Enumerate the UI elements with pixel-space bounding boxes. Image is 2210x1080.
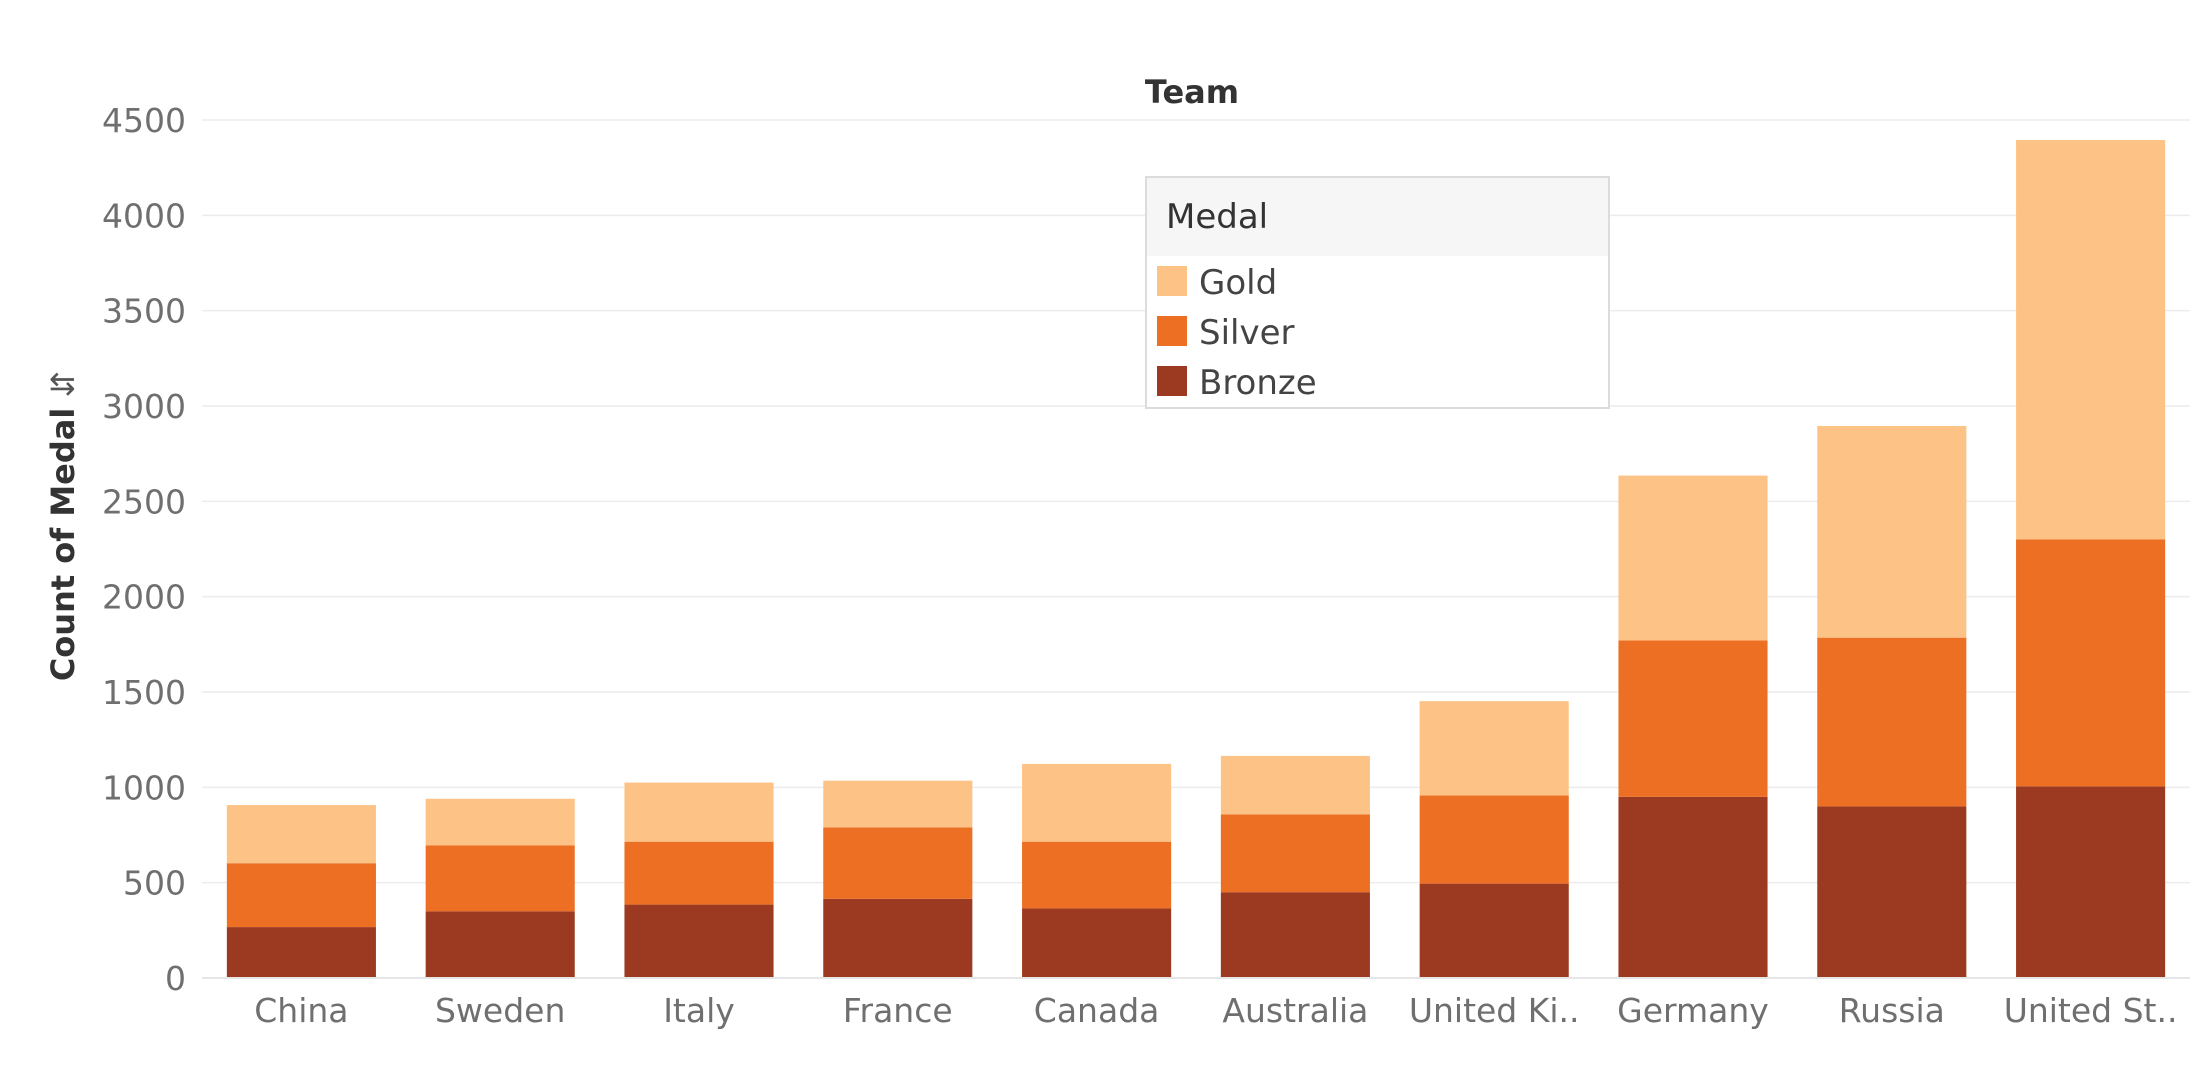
x-tick-label: United Ki..: [1409, 991, 1580, 1030]
bar-bronze-china[interactable]: [226, 927, 376, 978]
y-tick-label: 0: [165, 959, 186, 998]
legend-items: Gold Silver Bronze: [1157, 263, 1317, 403]
bar-silver-italy[interactable]: [624, 841, 774, 905]
legend-item-gold[interactable]: Gold: [1157, 263, 1277, 303]
y-tick-label: 4000: [102, 196, 186, 235]
y-tick-label: 3000: [102, 387, 186, 426]
x-axis-title: Team: [1145, 73, 1239, 111]
legend-label: Gold: [1199, 263, 1277, 303]
legend: Medal Gold Silver Bronze: [1145, 176, 1610, 409]
bar-silver-sweden[interactable]: [425, 845, 575, 912]
y-tick-label: 1000: [102, 768, 186, 807]
x-tick-label: Russia: [1839, 991, 1945, 1030]
legend-label: Bronze: [1199, 363, 1317, 403]
bar-gold-australia[interactable]: [1220, 755, 1370, 815]
bar-gold-united-st[interactable]: [2016, 140, 2166, 540]
bar-bronze-canada[interactable]: [1022, 908, 1172, 978]
bar-silver-china[interactable]: [226, 863, 376, 928]
bar-bronze-sweden[interactable]: [425, 911, 575, 978]
legend-swatch: [1157, 266, 1187, 296]
sort-icon[interactable]: ⇵: [44, 371, 82, 398]
y-tick-label: 1500: [102, 673, 186, 712]
y-tick-label: 4500: [102, 101, 186, 140]
bar-bronze-united-st[interactable]: [2016, 786, 2166, 978]
legend-header: [1147, 178, 1608, 256]
x-tick-label: Italy: [663, 991, 735, 1030]
x-tick-label: Australia: [1222, 991, 1368, 1030]
bar-silver-russia[interactable]: [1817, 637, 1967, 807]
bar-gold-france[interactable]: [823, 780, 973, 828]
y-tick-label: 2500: [102, 482, 186, 521]
bar-silver-united-ki[interactable]: [1419, 795, 1569, 884]
x-tick-label: Canada: [1034, 991, 1160, 1030]
bar-gold-united-ki[interactable]: [1419, 701, 1569, 796]
y-axis-title: Count of Medal ⇵: [44, 371, 82, 681]
y-tick-label: 2000: [102, 578, 186, 617]
y-tick-label: 500: [123, 864, 186, 903]
bar-gold-russia[interactable]: [1817, 426, 1967, 638]
bars: [226, 140, 2166, 978]
x-axis-ticks: China Sweden Italy France Canada Australia Uni…: [254, 991, 2177, 1030]
x-tick-label: Sweden: [435, 991, 565, 1030]
bar-gold-canada[interactable]: [1022, 763, 1172, 842]
bar-silver-germany[interactable]: [1618, 640, 1768, 797]
bar-bronze-italy[interactable]: [624, 904, 774, 978]
legend-item-silver[interactable]: Silver: [1157, 313, 1295, 353]
bar-bronze-germany[interactable]: [1618, 796, 1768, 978]
legend-swatch: [1157, 366, 1187, 396]
bar-silver-canada[interactable]: [1022, 841, 1172, 909]
bar-bronze-france[interactable]: [823, 898, 973, 978]
bar-gold-sweden[interactable]: [425, 798, 575, 846]
legend-swatch: [1157, 316, 1187, 346]
bar-bronze-united-ki[interactable]: [1419, 883, 1569, 978]
bar-bronze-russia[interactable]: [1817, 806, 1967, 978]
bar-silver-australia[interactable]: [1220, 814, 1370, 893]
bar-bronze-australia[interactable]: [1220, 892, 1370, 978]
legend-label: Silver: [1199, 313, 1295, 353]
x-tick-label: France: [843, 991, 953, 1030]
y-axis-title-text: Count of Medal: [44, 408, 82, 682]
bar-silver-united-st[interactable]: [2016, 539, 2166, 787]
legend-item-bronze[interactable]: Bronze: [1157, 363, 1317, 403]
bar-gold-china[interactable]: [226, 805, 376, 864]
x-tick-label: Germany: [1617, 991, 1769, 1030]
x-tick-label: China: [254, 991, 348, 1030]
bar-gold-italy[interactable]: [624, 782, 774, 842]
bar-silver-france[interactable]: [823, 827, 973, 899]
y-axis-ticks: 0 500 1000 1500 2000 2500 3000 3500 4000 4500: [102, 101, 186, 998]
bar-gold-germany[interactable]: [1618, 475, 1768, 641]
x-tick-label: United St..: [2004, 991, 2178, 1030]
y-tick-label: 3500: [102, 292, 186, 331]
legend-title: Medal: [1166, 197, 1268, 237]
